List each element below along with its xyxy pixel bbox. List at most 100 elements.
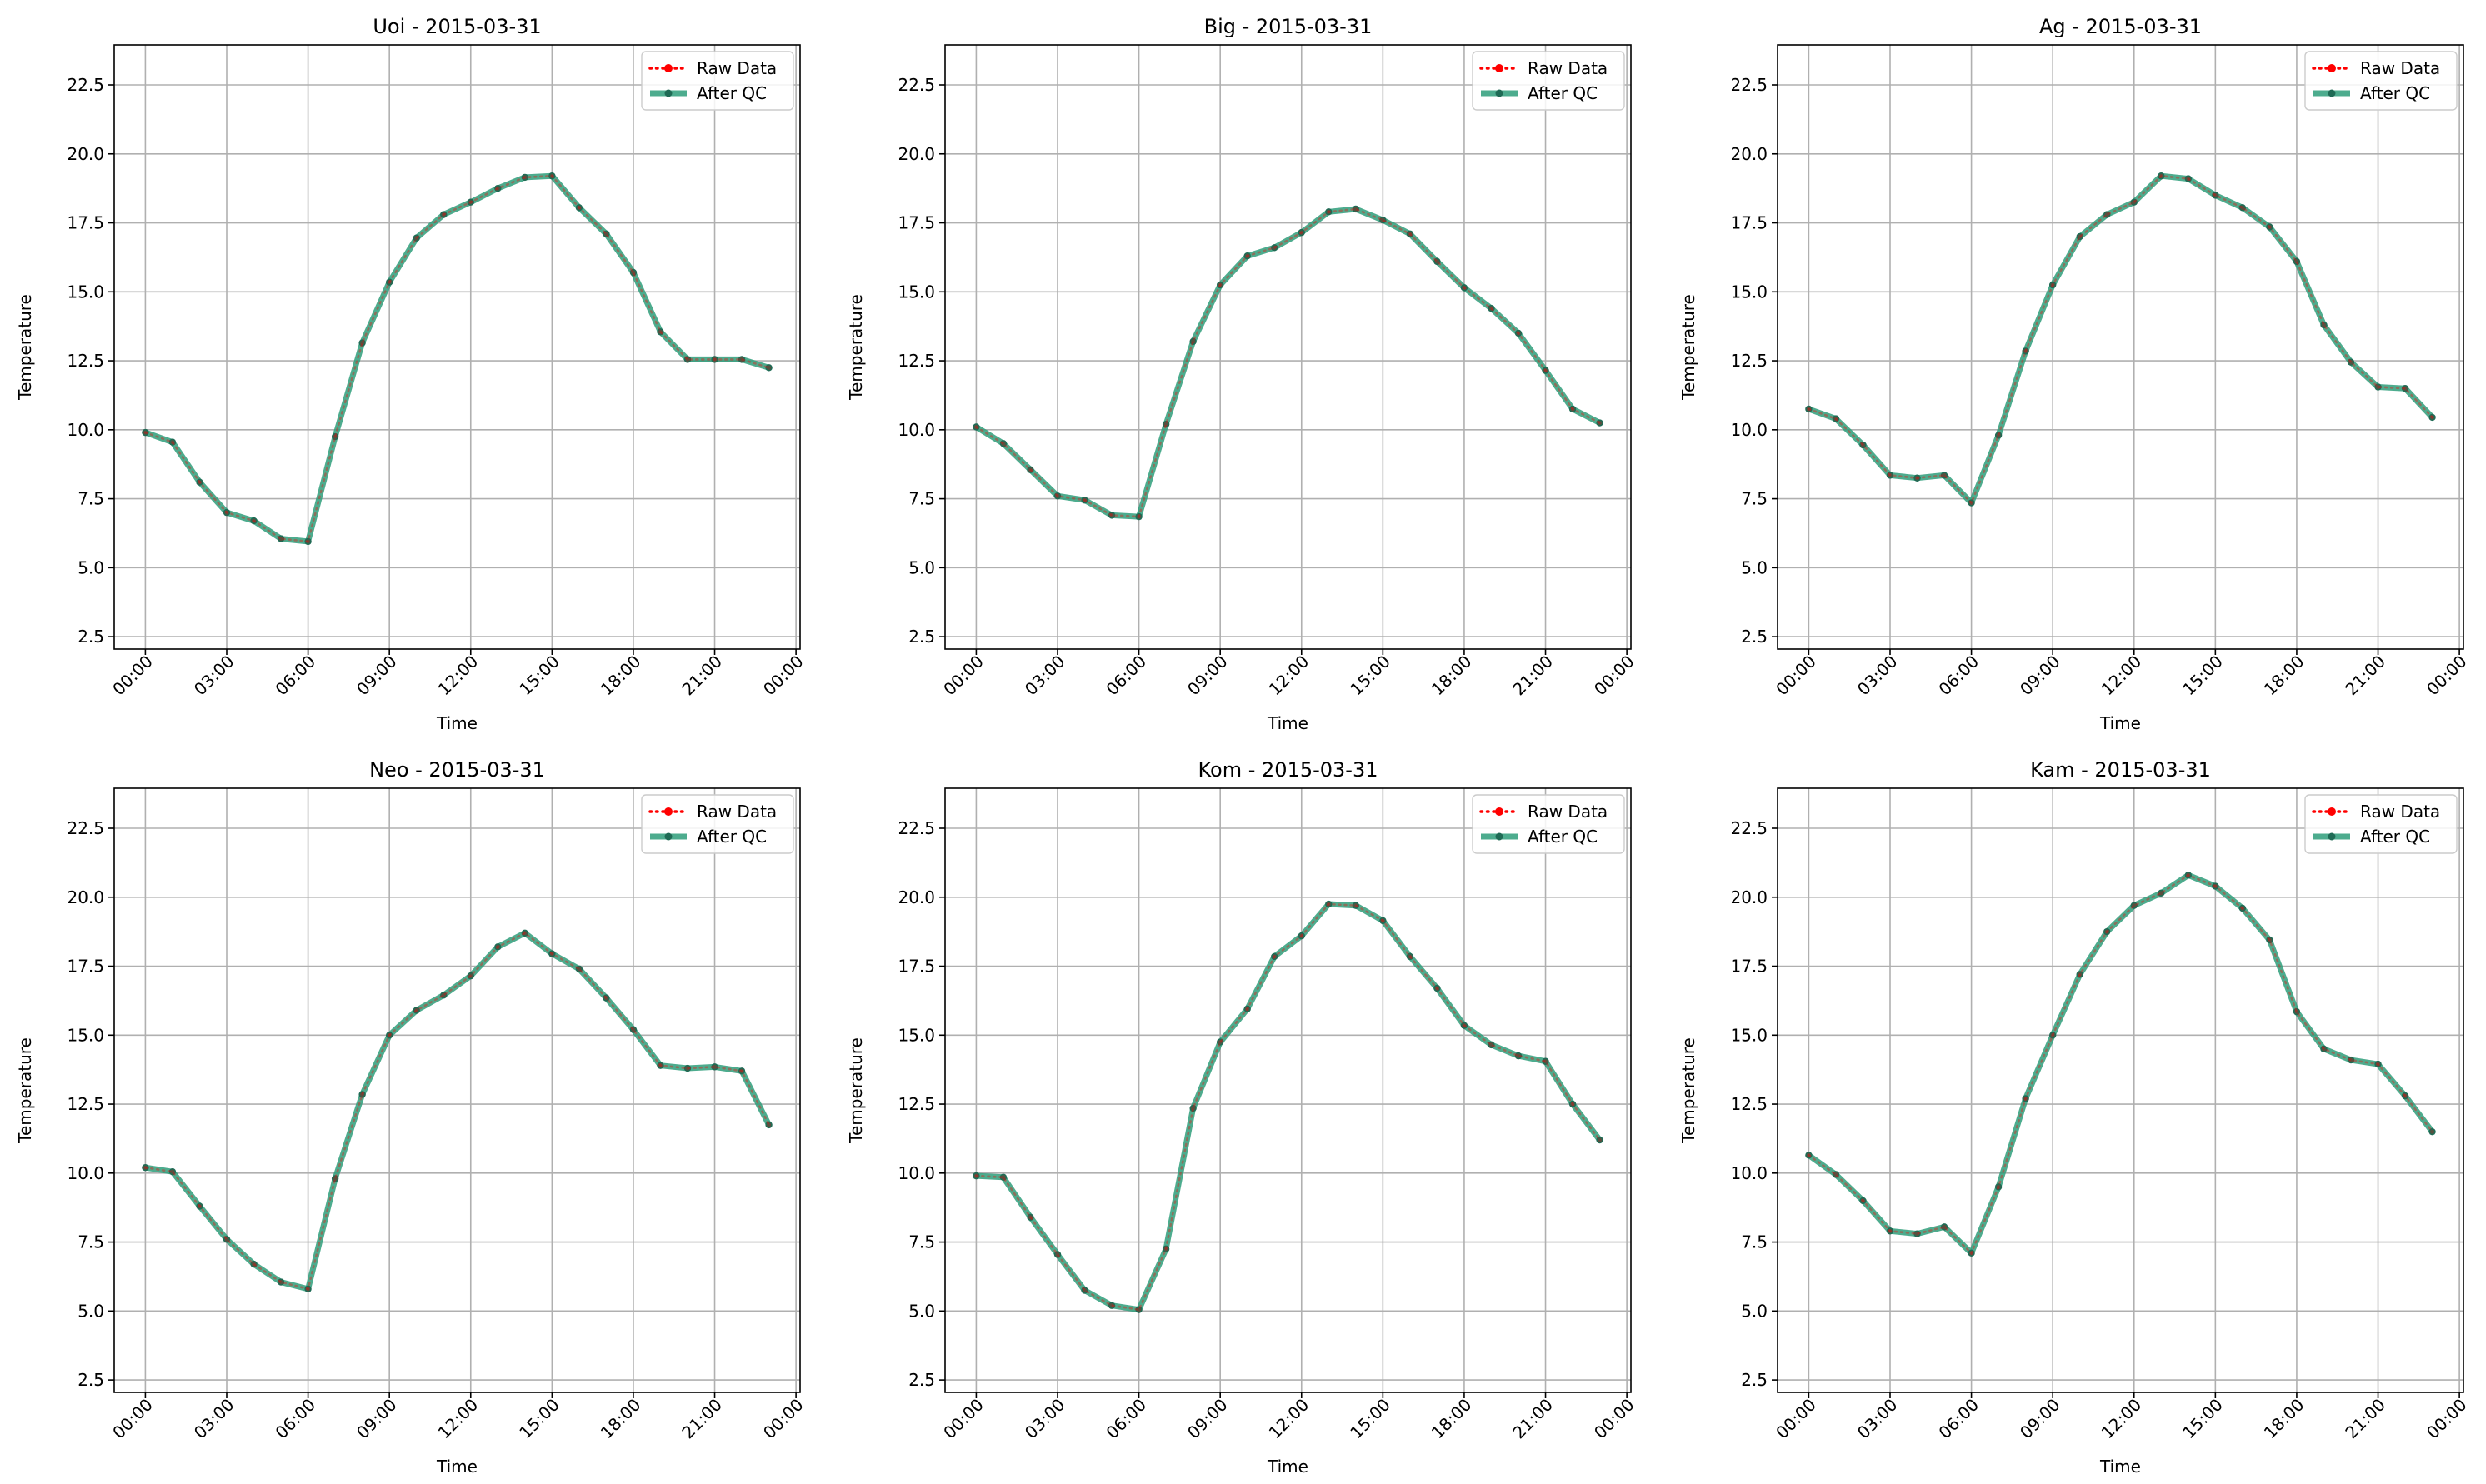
after-qc-point — [521, 173, 529, 182]
after-qc-point — [548, 172, 556, 180]
raw-data-point — [1888, 472, 1893, 478]
after-qc-point — [2428, 413, 2436, 422]
plot-area — [945, 788, 1631, 1392]
after-qc-point — [250, 517, 258, 525]
after-qc-point — [413, 1007, 420, 1014]
legend-marker-after-qc — [2328, 832, 2336, 841]
y-tick-label: 17.5 — [67, 213, 104, 233]
after-qc-point — [1298, 932, 1305, 940]
axes-frame — [944, 44, 1632, 650]
after-qc-point — [196, 478, 203, 486]
after-qc-point — [1352, 205, 1360, 213]
raw-data-point — [2078, 234, 2083, 239]
after-qc-point — [1886, 1227, 1894, 1235]
raw-data-point — [1570, 407, 1575, 412]
y-tick-label: 2.5 — [908, 627, 935, 647]
raw-data-point — [1001, 441, 1006, 446]
x-tick-label: 21:00 — [2341, 652, 2389, 700]
y-tick-label: 10.0 — [67, 420, 104, 440]
raw-data-point — [1001, 1175, 1006, 1180]
after-qc-point — [1325, 900, 1333, 908]
raw-data-point — [1136, 514, 1142, 519]
raw-data-point — [1543, 368, 1548, 373]
after-qc-point — [1940, 472, 1948, 479]
x-tick-label: 00:00 — [759, 652, 808, 700]
raw-data-point — [2186, 176, 2191, 182]
x-tick-label: 18:00 — [597, 1395, 645, 1443]
after-qc-point — [2130, 902, 2138, 909]
after-qc-point — [385, 278, 393, 286]
after-qc-point — [2401, 384, 2409, 392]
after-qc-point — [1994, 432, 2003, 439]
x-tick-label: 12:00 — [1265, 1395, 1313, 1443]
x-tick-label: 21:00 — [678, 1395, 726, 1443]
y-tick-label: 22.5 — [1730, 75, 1768, 95]
after-qc-point — [1325, 208, 1333, 216]
y-tick-label: 7.5 — [908, 489, 935, 509]
legend-label-after-qc: After QC — [697, 83, 767, 103]
raw-data-point — [2104, 212, 2109, 217]
series-line-raw-data — [1808, 873, 2433, 1256]
raw-data-point — [278, 536, 283, 542]
after-qc-point — [2048, 281, 2057, 289]
after-qc-point — [1859, 1197, 1867, 1205]
raw-data-point — [2213, 192, 2218, 198]
after-qc-point — [1940, 1223, 1948, 1231]
x-tick-label: 00:00 — [1772, 1395, 1820, 1443]
raw-data-point — [1597, 1137, 1603, 1142]
after-qc-point — [1542, 367, 1549, 374]
raw-data-point — [1888, 1228, 1893, 1233]
raw-data-point — [2078, 972, 2083, 977]
raw-data-point — [1942, 472, 1947, 478]
x-tick-label: 18:00 — [1428, 1395, 1476, 1443]
after-qc-point — [304, 537, 312, 546]
after-qc-point — [223, 1236, 231, 1243]
after-qc-point — [2022, 1095, 2029, 1102]
subplot-2: 00:00 03:00 06:00 09:00 12:00 15:00 18:00 21:00… — [846, 15, 1638, 733]
raw-data-point — [2132, 200, 2137, 205]
raw-data-point — [2186, 872, 2191, 877]
y-tick-label: 12.5 — [67, 1094, 104, 1114]
x-tick-label: 06:00 — [1102, 652, 1150, 700]
x-tick-label: 12:00 — [2098, 1395, 2146, 1443]
after-qc-point — [1568, 1100, 1577, 1108]
raw-data-point — [1516, 331, 1521, 336]
plot-area — [1778, 45, 2463, 649]
y-tick-label: 12.5 — [898, 1094, 935, 1114]
subplot-1: 00:00 03:00 06:00 09:00 12:00 15:00 18:00 21:00… — [15, 15, 808, 733]
series-line-raw-data — [144, 932, 770, 1291]
y-tick-label: 10.0 — [898, 1163, 935, 1183]
raw-data-point — [1353, 903, 1358, 908]
raw-data-point — [2213, 883, 2218, 889]
after-qc-point — [738, 356, 746, 363]
axes-frame — [1777, 44, 2464, 650]
after-qc-point — [2374, 1060, 2382, 1068]
raw-data-point — [1028, 467, 1033, 472]
after-qc-point — [657, 328, 664, 336]
raw-data-point — [1191, 1106, 1196, 1111]
y-tick-label: 5.0 — [78, 557, 104, 577]
x-tick-label: 15:00 — [515, 1395, 563, 1443]
x-tick-label: 12:00 — [434, 652, 483, 700]
raw-data-point — [495, 186, 500, 191]
after-qc-point — [1460, 1022, 1468, 1029]
raw-data-point — [1299, 230, 1304, 235]
y-axis-label: Temperature — [15, 294, 35, 401]
axes-frame — [1777, 787, 2464, 1393]
raw-data-point — [1191, 339, 1196, 344]
legend-label-after-qc: After QC — [697, 827, 767, 847]
raw-data-point — [2023, 348, 2028, 354]
raw-data-point — [712, 357, 718, 362]
raw-data-point — [197, 480, 203, 485]
subplot-3: 00:00 03:00 06:00 09:00 12:00 15:00 18:00 21:00… — [1678, 15, 2471, 733]
raw-data-point — [1082, 1287, 1088, 1293]
raw-data-point — [224, 1237, 229, 1242]
raw-data-point — [1434, 259, 1440, 264]
after-qc-point — [1027, 1213, 1034, 1221]
raw-data-point — [1833, 1172, 1838, 1177]
y-tick-label: 15.0 — [67, 282, 104, 302]
series-line-raw-data — [975, 902, 1601, 1312]
raw-data-point — [1942, 1224, 1947, 1229]
raw-data-point — [1218, 1039, 1223, 1045]
legend-marker-after-qc — [1495, 832, 1503, 841]
